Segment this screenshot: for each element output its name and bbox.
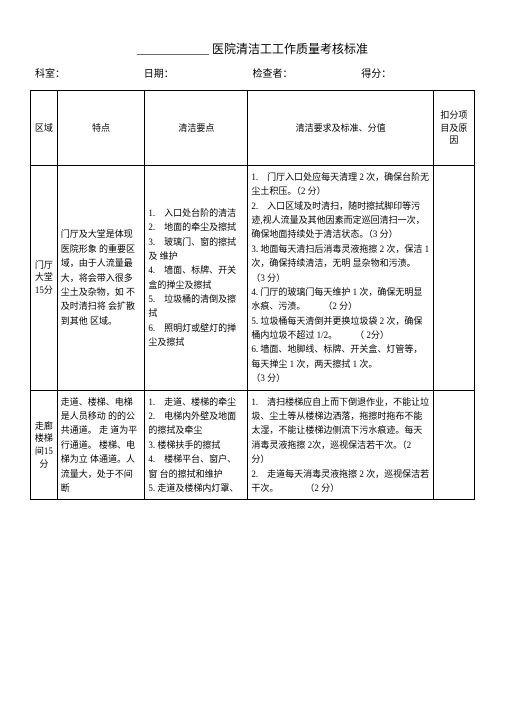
points-cell-1: 1. 入口处台阶的清洁 2. 地面的牵尘及擦拭 3. 玻璃门、窗的擦拭及 维护 … [145, 165, 248, 390]
checker-label: 检查者： [253, 65, 362, 80]
feature-cell-2: 走道、楼梯、电梯是人员移动 的的公共通道。 走 道为平行通道。 楼梯、电梯为立 … [57, 390, 145, 500]
table-row: 走廊楼梯间15分 走道、楼梯、电梯是人员移动 的的公共通道。 走 道为平行通道。… [31, 390, 475, 500]
points-cell-2: 1. 走道、楼梯的牵尘 2. 电梯内外壁及地面的擦拭及牵尘 3. 楼梯扶手的擦拭… [145, 390, 248, 500]
col-feature: 特点 [57, 91, 145, 166]
header-row: 科室： 日期： 检查者： 得分： [30, 65, 475, 80]
title-underline: ____________ [137, 42, 209, 56]
document-title: ____________ 医院清洁工工作质量考核标准 [30, 40, 475, 57]
title-text: 医院清洁工工作质量考核标准 [209, 42, 368, 56]
requirements-cell-1: 1. 门厅入口处应每天清理 2 次，确保台阶无尘土积压。（2 分） 2. 入口区… [248, 165, 433, 390]
col-deduction: 扣分项目及原因 [433, 91, 474, 166]
col-requirements: 清洁要求及标准、分值 [248, 91, 433, 166]
date-label: 日期： [144, 65, 253, 80]
feature-cell-1: 门厅及大堂是体现医院形象 的重要区域，由于人流量最大，将会带入很多 尘土及杂物，… [57, 165, 145, 390]
col-area: 区域 [31, 91, 58, 166]
col-points: 清洁要点 [145, 91, 248, 166]
dept-label: 科室： [35, 65, 144, 80]
score-label: 得分： [361, 65, 470, 80]
area-cell-1: 门厅大堂15分 [31, 165, 58, 390]
assessment-table: 区域 特点 清洁要点 清洁要求及标准、分值 扣分项目及原因 门厅大堂15分 门厅… [30, 90, 475, 500]
requirements-cell-2: 1. 清扫楼梯应自上而下倒退作业，不能让垃圾、尘土等从楼梯边洒落，拖擦时拖布不能… [248, 390, 433, 500]
area-cell-2: 走廊楼梯间15分 [31, 390, 58, 500]
deduction-cell-1 [433, 165, 474, 390]
deduction-cell-2 [433, 390, 474, 500]
table-row: 门厅大堂15分 门厅及大堂是体现医院形象 的重要区域，由于人流量最大，将会带入很… [31, 165, 475, 390]
table-header-row: 区域 特点 清洁要点 清洁要求及标准、分值 扣分项目及原因 [31, 91, 475, 166]
